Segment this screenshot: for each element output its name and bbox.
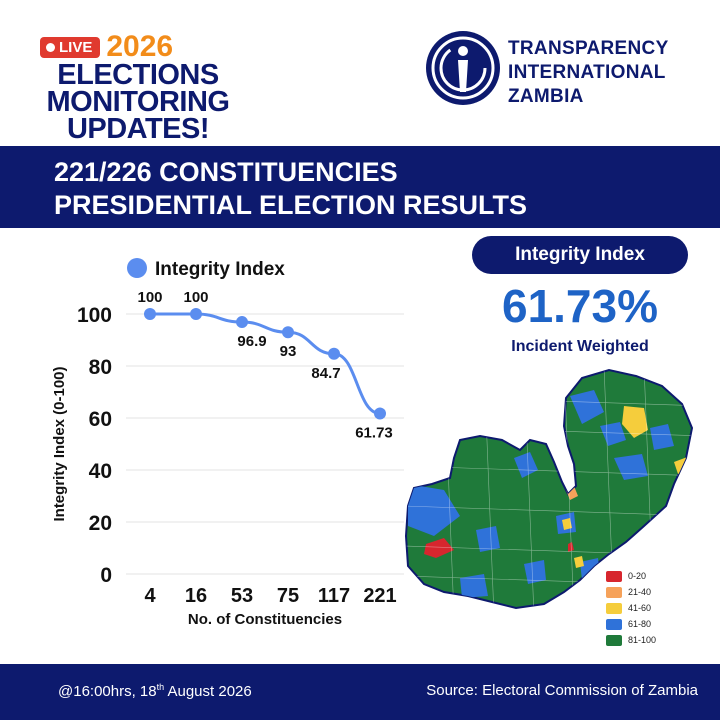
headline: ELECTIONS MONITORING UPDATES! <box>38 59 238 145</box>
map-legend: 0-20 21-40 41-60 61-80 81-100 <box>606 568 656 648</box>
data-label: 84.7 <box>311 365 340 382</box>
legend-item: 81-100 <box>606 632 656 648</box>
data-label: 93 <box>280 343 297 360</box>
data-point <box>190 308 202 320</box>
data-point <box>374 407 386 420</box>
y-tick-label: 40 <box>89 460 112 483</box>
footer-time-sup: th <box>156 682 165 692</box>
legend-label: 0-20 <box>628 571 647 581</box>
live-badge: LIVE <box>40 36 101 58</box>
line-chart: 0 20 40 60 80 100 4 16 53 75 117 221 No. of Constitu… <box>51 258 404 628</box>
org-name: TRANSPARENCY INTERNATIONAL ZAMBIA <box>508 37 669 109</box>
legend-label: 61-80 <box>628 619 652 629</box>
data-point <box>236 316 248 329</box>
legend-swatch <box>606 634 622 646</box>
footer-time-suffix: August 2026 <box>164 683 252 700</box>
headline-line-2: MONITORING <box>46 86 230 118</box>
y-axis-label: Integrity Index (0-100) <box>51 366 68 521</box>
org-name-line-2: INTERNATIONAL <box>508 62 666 83</box>
legend-label: 41-60 <box>628 603 652 613</box>
legend-item: 0-20 <box>606 568 656 584</box>
series-line <box>150 312 381 416</box>
data-label: 100 <box>137 289 162 306</box>
data-point <box>282 326 294 339</box>
headline-line-3: UPDATES! <box>66 113 210 145</box>
banner-line-1: 221/226 CONSTITUENCIES <box>54 157 398 187</box>
map-districts <box>408 390 692 598</box>
legend-swatch <box>606 602 622 614</box>
x-axis-label: No. of Constituencies <box>188 611 342 628</box>
zambia-map <box>404 368 694 610</box>
title-banner: 221/226 CONSTITUENCIES PRESIDENTIAL ELEC… <box>0 146 720 228</box>
kpi-sublabel: Incident Weighted <box>511 338 649 355</box>
x-tick-label: 16 <box>185 585 207 607</box>
live-row: LIVE 2026 <box>40 32 173 62</box>
y-tick-label: 60 <box>89 408 112 431</box>
legend-item: 41-60 <box>606 600 656 616</box>
legend-swatch <box>606 570 622 582</box>
data-label: 61.73 <box>355 425 393 442</box>
legend-swatch <box>606 586 622 598</box>
data-label: 100 <box>183 289 208 306</box>
banner-line-2: PRESIDENTIAL ELECTION RESULTS <box>54 190 528 220</box>
x-tick-label: 4 <box>144 585 156 607</box>
x-tick-label: 221 <box>363 585 396 607</box>
kpi-label: Integrity Index <box>472 236 688 274</box>
x-tick-label: 53 <box>231 585 253 607</box>
banner-text: 221/226 CONSTITUENCIES PRESIDENTIAL ELEC… <box>54 156 527 222</box>
y-tick-label: 0 <box>100 564 112 587</box>
legend-label: 21-40 <box>628 587 652 597</box>
data-point <box>144 308 156 320</box>
org-name-line-1: TRANSPARENCY <box>508 38 669 59</box>
legend-item: 61-80 <box>606 616 656 632</box>
headline-line-1: ELECTIONS <box>57 59 219 91</box>
ti-logo-icon <box>426 31 500 105</box>
legend-item: 21-40 <box>606 584 656 600</box>
footer-timestamp: @16:00hrs, 18th August 2026 <box>58 682 252 700</box>
kpi-value: 61.73% <box>501 280 658 332</box>
legend-label: Integrity Index <box>155 259 285 280</box>
y-tick-label: 80 <box>89 356 112 379</box>
legend-swatch <box>606 618 622 630</box>
footer: @16:00hrs, 18th August 2026 Source: Elec… <box>0 664 720 720</box>
x-tick-label: 117 <box>318 585 350 607</box>
live-year: 2026 <box>106 30 174 63</box>
legend-label: 81-100 <box>628 635 657 645</box>
y-tick-label: 20 <box>89 512 112 535</box>
y-tick-label: 100 <box>77 304 112 327</box>
footer-time-prefix: @16:00hrs, 18 <box>58 683 157 700</box>
org-name-line-3: ZAMBIA <box>508 86 584 107</box>
x-tick-label: 75 <box>277 585 299 607</box>
live-dot-icon <box>46 42 55 52</box>
data-point <box>328 347 340 360</box>
footer-source: Source: Electoral Commission of Zambia <box>426 682 698 699</box>
legend-marker <box>127 258 147 278</box>
live-label: LIVE <box>59 38 93 56</box>
data-label: 96.9 <box>237 333 266 350</box>
